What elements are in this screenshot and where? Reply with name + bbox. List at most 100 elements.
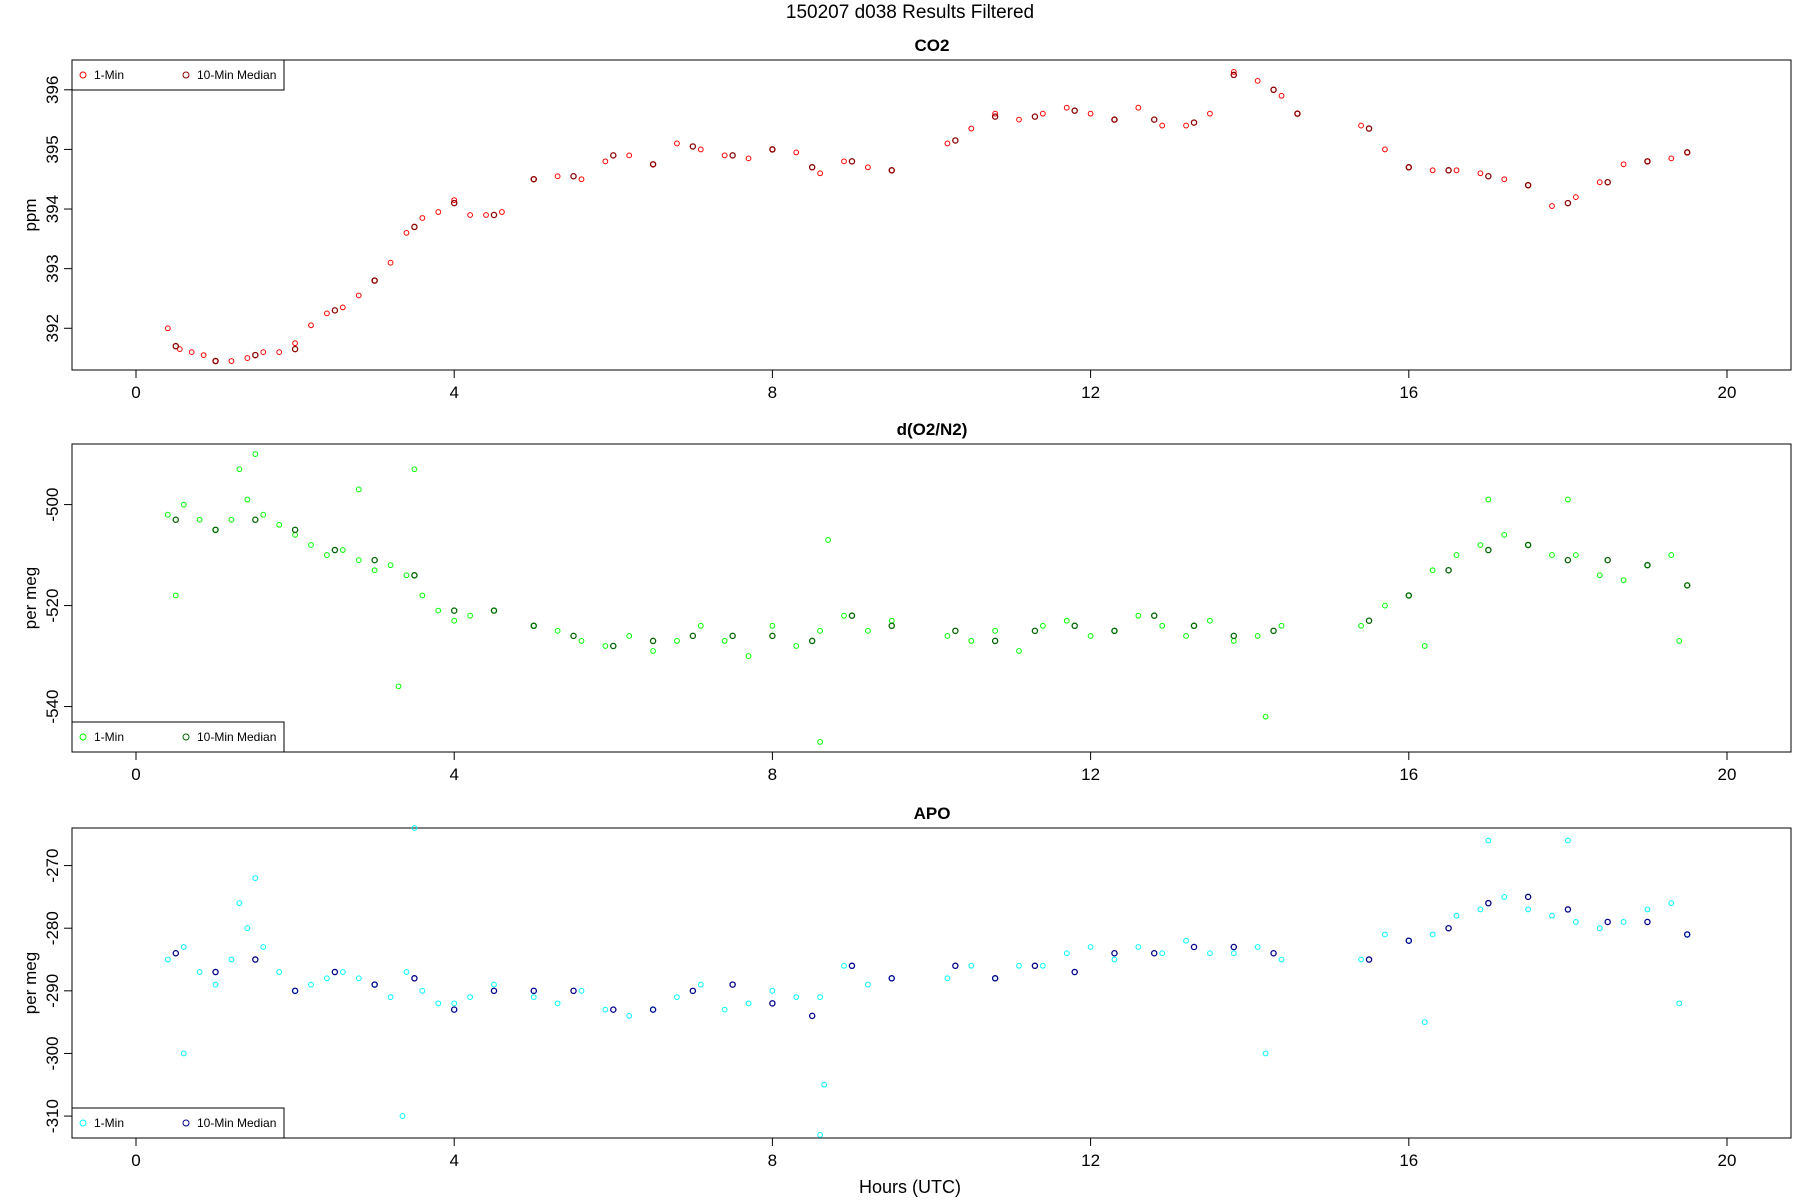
co2-data-point — [1620, 161, 1627, 168]
o2n2-median-point — [649, 637, 657, 645]
apo-data-point — [1230, 950, 1237, 957]
co2-data-point — [554, 173, 561, 180]
apo-data-point — [1429, 931, 1436, 938]
co2-data-point — [228, 358, 235, 364]
o2n2-legend-box — [71, 721, 285, 753]
apo-data-point — [554, 1000, 561, 1007]
co2-median-point — [252, 351, 259, 359]
apo-median-point — [888, 975, 895, 982]
apo-data-point — [260, 944, 267, 950]
apo-data-point — [324, 975, 330, 982]
co2-median-point — [530, 175, 538, 183]
apo-median-point — [1683, 931, 1691, 938]
apo-data-point — [1159, 950, 1166, 957]
o2n2-median-point — [1270, 627, 1277, 635]
o2n2-median-point — [808, 637, 816, 645]
apo-data-point — [387, 994, 394, 1000]
o2n2-data-point — [1278, 622, 1285, 629]
co2-median-point — [649, 161, 657, 168]
o2n2-data-point — [196, 516, 203, 523]
apo-plot-frame — [71, 827, 1792, 1139]
apo-data-point — [491, 981, 497, 988]
co2-x-tick-label: 16 — [1399, 383, 1418, 402]
o2n2-median-point — [331, 546, 339, 554]
apo-data-point — [1525, 906, 1532, 913]
apo-data-point — [821, 1081, 828, 1088]
o2n2-median-point — [490, 607, 498, 614]
o2n2-data-point — [1549, 552, 1555, 558]
o2n2-data-point — [968, 638, 975, 644]
apo-data-point — [626, 1012, 633, 1019]
co2-data-point — [1063, 104, 1070, 111]
co2-data-point — [1159, 122, 1166, 129]
apo-data-point — [196, 969, 203, 975]
co2-data-point — [817, 170, 824, 177]
apo-legend-label-one-min: 1-Min — [94, 1116, 124, 1130]
apo-data-point — [944, 975, 951, 982]
o2n2-data-point — [769, 622, 776, 629]
o2n2-data-point — [944, 632, 951, 639]
co2-y-tick-label: 393 — [43, 254, 62, 282]
o2n2-median-point — [729, 632, 736, 640]
apo-y-tick-label: -270 — [43, 849, 62, 883]
co2-median-point — [1644, 158, 1651, 165]
co2-median-point — [490, 211, 498, 219]
co2-median-point — [1031, 113, 1039, 120]
apo-data-point — [1572, 919, 1579, 925]
co2-data-point — [260, 349, 267, 356]
o2n2-median-point — [952, 627, 959, 635]
co2-y-tick-label: 396 — [43, 76, 62, 104]
o2n2-median-point — [1150, 612, 1158, 619]
co2-legend-box — [71, 59, 285, 91]
o2n2-data-point — [554, 627, 561, 634]
o2n2-median-point — [1031, 627, 1039, 635]
co2-plot-frame — [71, 59, 1792, 371]
o2n2-median-point — [1604, 556, 1611, 564]
co2-data-point — [1429, 167, 1436, 174]
apo-data-point — [276, 969, 283, 975]
apo-data-point — [355, 975, 362, 982]
apo-median-point — [610, 1006, 617, 1013]
o2n2-x-tick-label: 12 — [1081, 765, 1100, 784]
o2n2-median-point — [530, 622, 538, 630]
o2n2-data-point — [1159, 622, 1166, 629]
apo-data-point — [1549, 912, 1555, 919]
co2-data-point — [308, 322, 314, 329]
co2-data-point — [1358, 122, 1364, 129]
o2n2-median-point — [1485, 546, 1492, 554]
co2-legend-label-median: 10-Min Median — [197, 68, 276, 82]
o2n2-data-point — [1358, 622, 1364, 629]
o2n2-panel-title: d(O2/N2) — [897, 420, 968, 439]
co2-median-point — [212, 357, 219, 365]
co2-data-point — [1572, 194, 1579, 201]
o2n2-data-point — [1596, 572, 1603, 579]
o2n2-plot-frame — [71, 443, 1792, 753]
apo-median-point — [1564, 906, 1572, 913]
o2n2-median-point — [450, 607, 458, 614]
apo-data-point — [1421, 1019, 1428, 1026]
co2-data-point — [435, 209, 442, 215]
panel-o2n2: d(O2/N2) per meg 0 4 8 12 16 20 -500 -520 -540 1-Mi… — [21, 420, 1792, 784]
co2-data-point — [339, 304, 346, 311]
co2-panel-title: CO2 — [915, 36, 950, 55]
apo-legend-label-median: 10-Min Median — [197, 1116, 276, 1130]
co2-y-tick-label: 395 — [43, 135, 62, 163]
apo-legend-marker-one-min — [79, 1119, 87, 1127]
co2-data-point — [1230, 69, 1237, 75]
apo-legend: 1-Min 10-Min Median — [71, 1107, 285, 1139]
o2n2-data-point — [1135, 612, 1142, 619]
apo-median-point — [1071, 968, 1078, 976]
apo-data-point — [236, 900, 243, 907]
co2-data-point — [1183, 122, 1189, 129]
apo-data-point — [721, 1006, 728, 1013]
co2-data-point — [1135, 104, 1142, 111]
co2-data-point — [1087, 110, 1094, 117]
apo-median-point — [212, 968, 219, 976]
o2n2-median-point — [1071, 622, 1078, 630]
o2n2-data-point — [745, 653, 752, 659]
o2n2-data-point — [864, 627, 871, 634]
co2-data-point — [721, 152, 728, 159]
co2-y-tick-label: 394 — [43, 195, 62, 223]
apo-data-point — [1596, 925, 1603, 932]
